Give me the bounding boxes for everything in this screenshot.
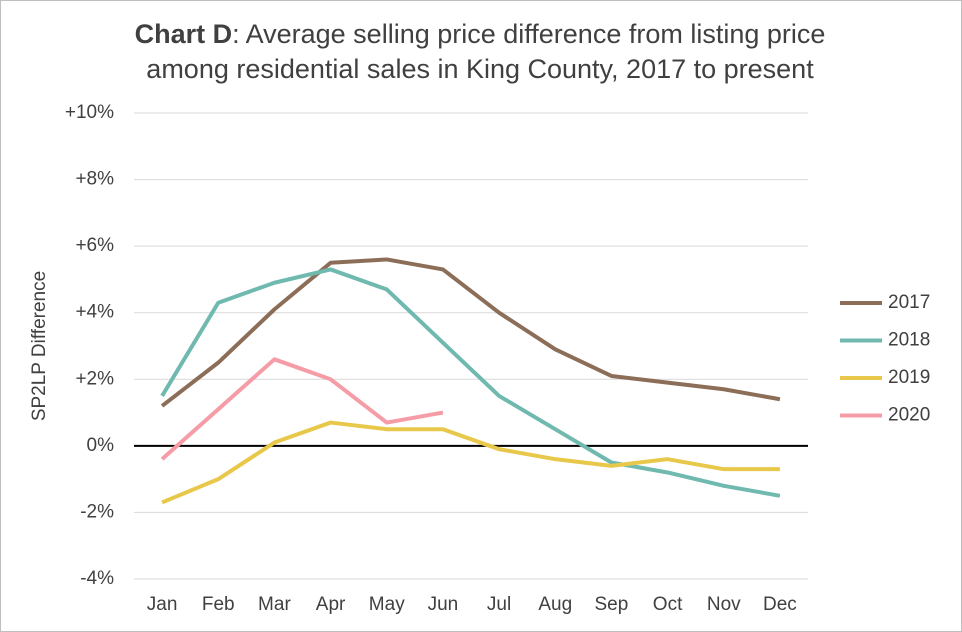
x-tick-label: Feb (202, 594, 235, 615)
legend-label: 2017 (888, 292, 930, 313)
x-tick-label: Aug (538, 594, 572, 615)
x-tick-label: Dec (763, 594, 797, 615)
series-line (161, 420, 780, 505)
chart-title: Chart D: Average selling price differenc… (135, 19, 826, 49)
y-tick-label: +10% (65, 102, 114, 123)
chart-title-line2: among residential sales in King County, … (146, 54, 814, 84)
legend-label: 2019 (888, 367, 930, 388)
y-tick-label: 0% (87, 435, 115, 456)
y-axis-label: SP2LP Difference (29, 271, 50, 421)
series-line (160, 357, 444, 461)
x-tick-label: Oct (653, 594, 683, 615)
x-tick-label: Sep (595, 594, 629, 615)
y-tick-label: -2% (80, 501, 114, 522)
x-tick-label: Jun (428, 594, 459, 615)
x-tick-label: Apr (316, 594, 346, 615)
x-tick-label: Jul (487, 594, 511, 615)
x-tick-label: May (369, 594, 405, 615)
y-tick-label: -4% (80, 568, 114, 589)
y-tick-label: +6% (75, 235, 114, 256)
x-tick-label: Jan (147, 594, 178, 615)
x-tick-label: Nov (707, 594, 741, 615)
title-rest: : Average selling price difference from … (232, 19, 825, 49)
series-line (160, 257, 781, 408)
y-tick-label: +2% (75, 368, 114, 389)
legend-label: 2018 (888, 330, 930, 351)
title-bold: Chart D (135, 19, 233, 49)
legend-label: 2020 (888, 405, 930, 426)
y-tick-label: +4% (75, 302, 114, 323)
x-tick-label: Mar (258, 594, 291, 615)
y-tick-label: +8% (75, 169, 114, 190)
series-line (160, 267, 781, 498)
